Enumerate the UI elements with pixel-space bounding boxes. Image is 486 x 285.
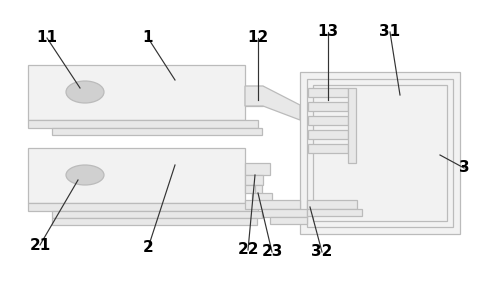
Bar [313,85,447,221]
Text: 3: 3 [459,160,469,176]
Text: 11: 11 [36,30,57,46]
Bar [262,209,307,217]
Bar [348,88,356,163]
Bar [245,200,300,209]
Bar [28,203,258,211]
Bar [28,120,258,128]
Bar [245,163,270,175]
Bar [270,217,307,224]
Bar [252,193,272,201]
Text: 31: 31 [380,25,400,40]
Bar [307,209,362,216]
Polygon shape [245,86,300,120]
Bar [307,200,357,209]
Bar [308,130,348,139]
Text: 13: 13 [317,25,339,40]
Bar [300,72,460,234]
Bar [52,211,262,218]
Bar [52,128,262,135]
Ellipse shape [66,81,104,103]
Bar [307,79,453,227]
Text: 12: 12 [247,30,269,46]
Bar [308,88,348,97]
Text: 1: 1 [143,30,153,46]
Bar [245,185,255,193]
Bar [52,218,257,225]
Bar [308,116,348,125]
Bar [308,144,348,153]
Bar [28,65,245,120]
Text: 2: 2 [142,241,154,255]
Bar [245,175,263,185]
Bar [245,86,263,106]
Text: 32: 32 [312,245,333,260]
Text: 22: 22 [237,243,259,258]
Text: 21: 21 [29,237,51,253]
Ellipse shape [66,165,104,185]
Bar [308,102,348,111]
Text: 23: 23 [261,245,283,260]
Bar [252,185,262,203]
Bar [28,148,245,203]
